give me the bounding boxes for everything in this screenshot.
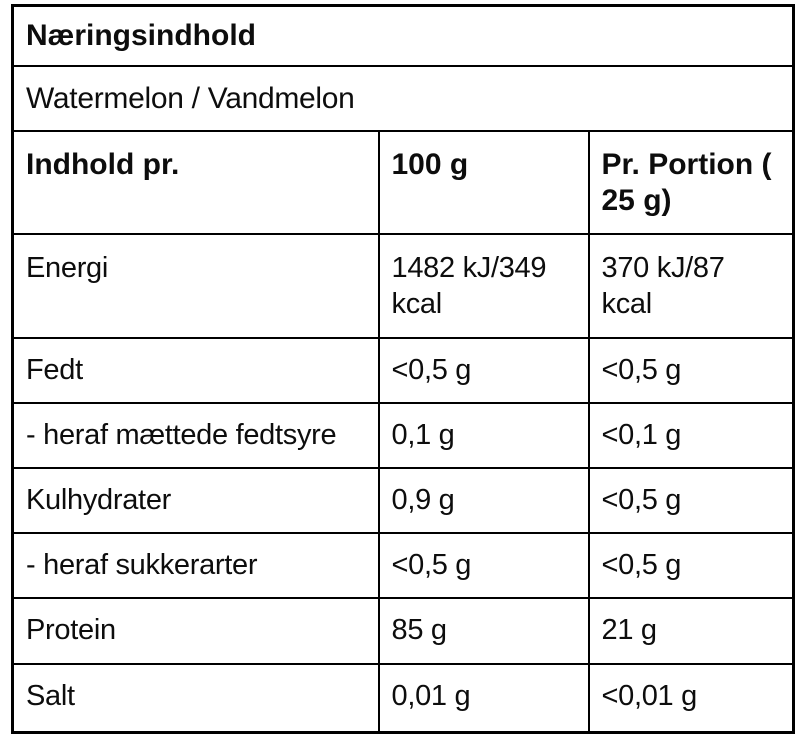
cell-label: - heraf mættede fedtsyre <box>11 401 380 469</box>
cell-per-100g: 85 g <box>377 596 590 665</box>
cell-label: Salt <box>11 662 380 734</box>
cell-per-portion: <0,5 g <box>587 466 795 534</box>
table-row-salt: Salt 0,01 g <0,01 g <box>11 662 795 734</box>
column-header-per-100g: 100 g <box>377 129 590 235</box>
cell-label: Kulhydrater <box>11 466 380 534</box>
cell-per-100g: 0,01 g <box>377 662 590 734</box>
table-row-kulhydrater: Kulhydrater 0,9 g <0,5 g <box>11 466 795 534</box>
table-row-sukkerarter: - heraf sukkerarter <0,5 g <0,5 g <box>11 531 795 599</box>
table-title-row: Næringsindhold <box>11 4 795 67</box>
product-name-row: Watermelon / Vandmelon <box>11 64 795 132</box>
cell-label: Protein <box>11 596 380 665</box>
column-header-row: Indhold pr. 100 g Pr. Portion ( 25 g) <box>11 129 795 235</box>
table-row-energi: Energi 1482 kJ/349 kcal 370 kJ/87 kcal <box>11 232 795 339</box>
cell-per-100g: 0,9 g <box>377 466 590 534</box>
cell-per-portion: <0,1 g <box>587 401 795 469</box>
cell-per-100g: 0,1 g <box>377 401 590 469</box>
cell-per-100g: <0,5 g <box>377 336 590 404</box>
cell-label: Energi <box>11 232 380 339</box>
cell-label: Fedt <box>11 336 380 404</box>
cell-per-portion: <0,5 g <box>587 531 795 599</box>
cell-per-100g: 1482 kJ/349 kcal <box>377 232 590 339</box>
nutrition-table: Næringsindhold Watermelon / Vandmelon In… <box>11 4 796 734</box>
column-header-label: Indhold pr. <box>11 129 380 235</box>
cell-per-portion: 370 kJ/87 kcal <box>587 232 795 339</box>
cell-per-100g: <0,5 g <box>377 531 590 599</box>
table-row-fedt: Fedt <0,5 g <0,5 g <box>11 336 795 404</box>
product-name: Watermelon / Vandmelon <box>11 64 795 132</box>
cell-label: - heraf sukkerarter <box>11 531 380 599</box>
cell-per-portion: 21 g <box>587 596 795 665</box>
column-header-per-portion: Pr. Portion ( 25 g) <box>587 129 795 235</box>
table-row-maettede-fedtsyre: - heraf mættede fedtsyre 0,1 g <0,1 g <box>11 401 795 469</box>
table-title: Næringsindhold <box>11 4 795 67</box>
cell-per-portion: <0,01 g <box>587 662 795 734</box>
cell-per-portion: <0,5 g <box>587 336 795 404</box>
nutrition-table-container: Næringsindhold Watermelon / Vandmelon In… <box>11 4 796 734</box>
table-row-protein: Protein 85 g 21 g <box>11 596 795 665</box>
